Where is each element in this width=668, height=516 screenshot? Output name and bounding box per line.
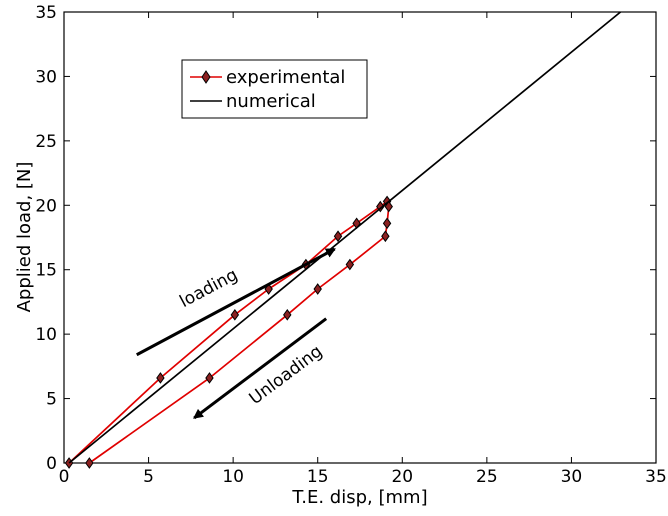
x-tick-label: 15 [307,467,329,487]
series-layer [64,11,622,469]
y-tick-label: 0 [46,454,57,474]
legend-label-experimental: experimental [226,67,345,88]
data-point-experimental [230,308,240,321]
y-tick-label: 25 [35,132,57,152]
x-tick-label: 30 [561,467,583,487]
data-point-experimental [313,283,322,295]
legend-marker-experimental [201,70,211,84]
data-point-experimental [156,372,165,384]
x-axis-label: T.E. disp, [mm] [291,487,427,508]
x-tick-label: 0 [59,467,70,487]
data-point-experimental [205,372,214,384]
x-tick-label: 25 [476,467,498,487]
data-point-experimental [381,230,390,243]
annotation-arrow-0 [136,247,336,357]
legend-box [181,59,368,119]
y-tick-label: 35 [35,3,57,23]
y-axis-label: Applied load, [N] [14,162,35,313]
x-tick-label: 5 [143,467,154,487]
data-point-experimental [333,230,343,243]
data-point-experimental [382,217,392,230]
x-tick-label: 35 [645,467,667,487]
annotation-arrow-1 [193,317,328,420]
y-tick-label: 5 [46,390,57,410]
data-point-experimental [283,308,292,321]
legend-label-numerical: numerical [226,91,316,112]
y-tick-label: 10 [35,325,57,345]
axis-ticks: 0 5 10 15 20 25 30 35 0 5 10 15 20 25 30 35 [35,3,666,487]
y-tick-label: 15 [35,261,57,281]
data-point-experimental [345,258,355,271]
y-tick-label: 30 [35,67,57,87]
data-point-experimental [85,457,94,469]
x-tick-label: 10 [222,467,244,487]
data-point-experimental [384,200,393,213]
x-tick-label: 20 [391,467,413,487]
series-line-numerical [68,11,622,464]
legend: experimental numerical [181,59,368,119]
y-tick-label: 20 [35,196,57,216]
